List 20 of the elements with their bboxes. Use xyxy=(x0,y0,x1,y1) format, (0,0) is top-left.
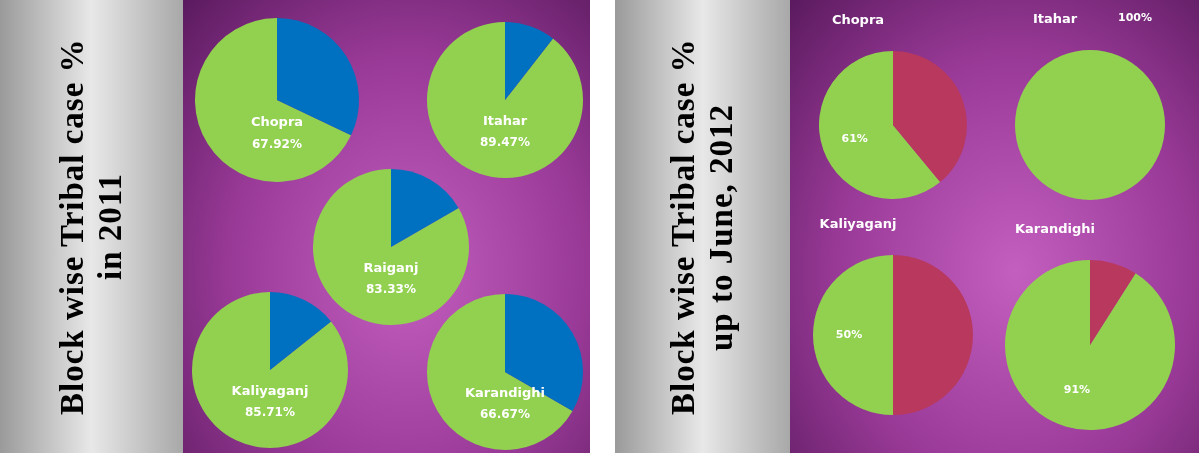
data-label: 61% xyxy=(841,131,868,145)
text: Raiganj xyxy=(363,260,419,276)
text: Block wise Tribal case % in 2011 xyxy=(53,37,129,417)
data-label: 66.67% xyxy=(480,407,530,422)
data-label: 89.47% xyxy=(480,135,530,150)
data-label: 91% xyxy=(1063,382,1091,396)
data-label: 85.71% xyxy=(245,405,295,420)
chart-title: Karandighi xyxy=(1014,221,1096,237)
chart-title: Kaliyaganj xyxy=(819,216,897,232)
text: Kaliyaganj xyxy=(231,383,309,399)
chart-title: Itahar xyxy=(1032,11,1078,27)
text: Karandighi xyxy=(464,385,546,401)
data-label: 50% xyxy=(835,327,863,341)
chart-title: Chopra xyxy=(831,12,885,28)
data-label: 83.33% xyxy=(366,282,416,297)
text: Block wise Tribal case % up to June, 2012 xyxy=(664,37,740,417)
text: Chopra xyxy=(250,114,304,130)
data-label: 100% xyxy=(1118,10,1152,24)
text: Itahar xyxy=(482,113,528,129)
data-label: 67.92% xyxy=(252,137,302,152)
